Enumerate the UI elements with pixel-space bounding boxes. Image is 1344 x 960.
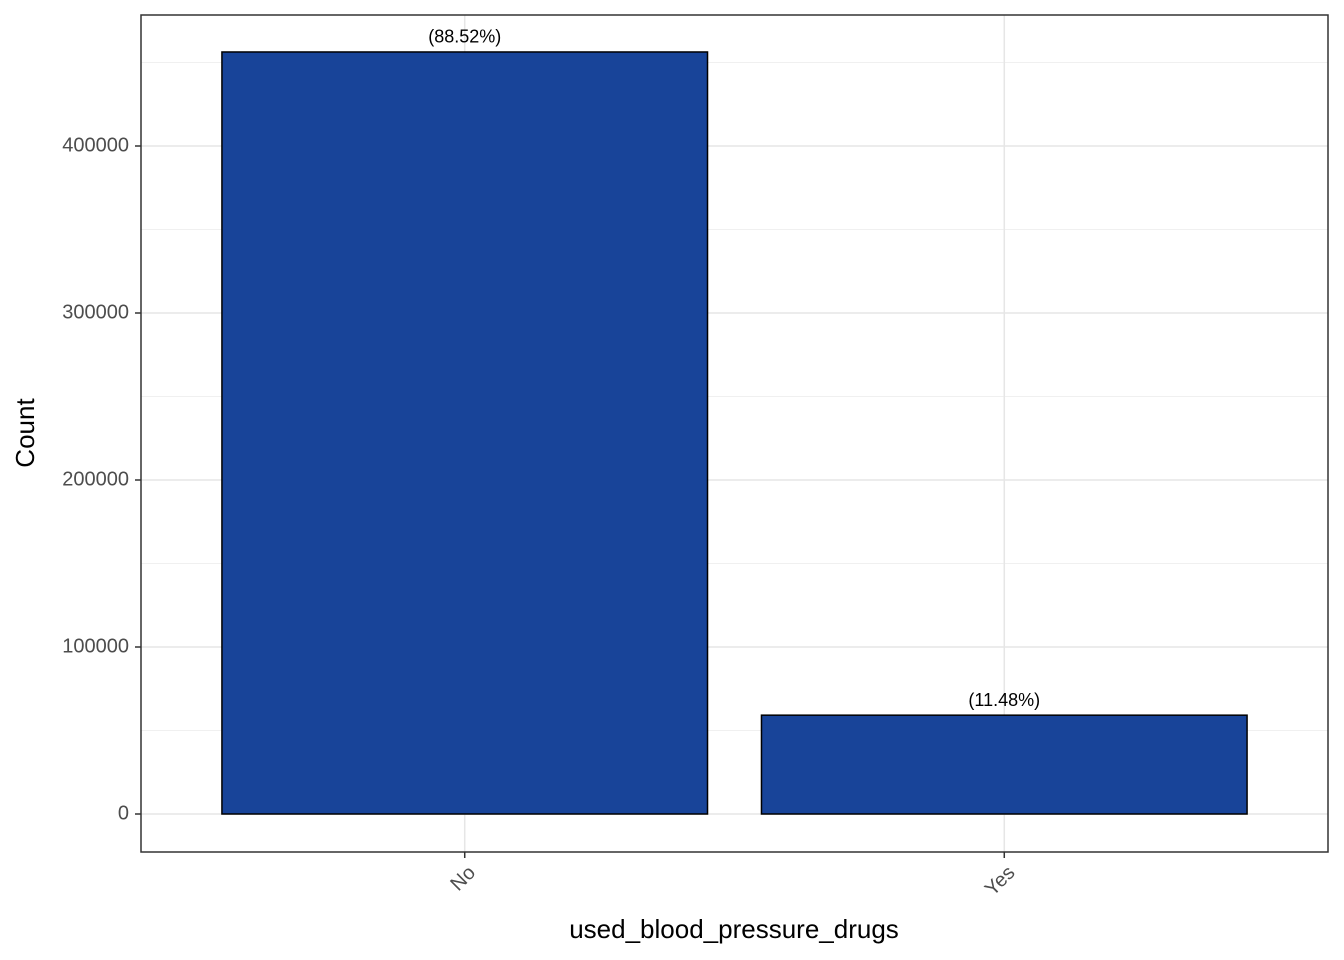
bar bbox=[221, 51, 709, 815]
y-tick-label: 200000 bbox=[62, 468, 129, 490]
y-tick-label: 400000 bbox=[62, 134, 129, 156]
bar-label: (88.52%) bbox=[428, 27, 501, 47]
bar bbox=[760, 714, 1248, 815]
y-tick-label: 0 bbox=[118, 802, 129, 824]
x-tick-label: No bbox=[446, 862, 480, 896]
x-tick-label: Yes bbox=[981, 862, 1020, 901]
y-axis-title: Count bbox=[10, 398, 40, 468]
y-tick-label: 300000 bbox=[62, 301, 129, 323]
x-axis-title: used_blood_pressure_drugs bbox=[569, 914, 899, 944]
bar-label: (11.48%) bbox=[968, 690, 1040, 710]
panel-border bbox=[140, 14, 1329, 853]
y-tick-label: 100000 bbox=[62, 635, 129, 657]
